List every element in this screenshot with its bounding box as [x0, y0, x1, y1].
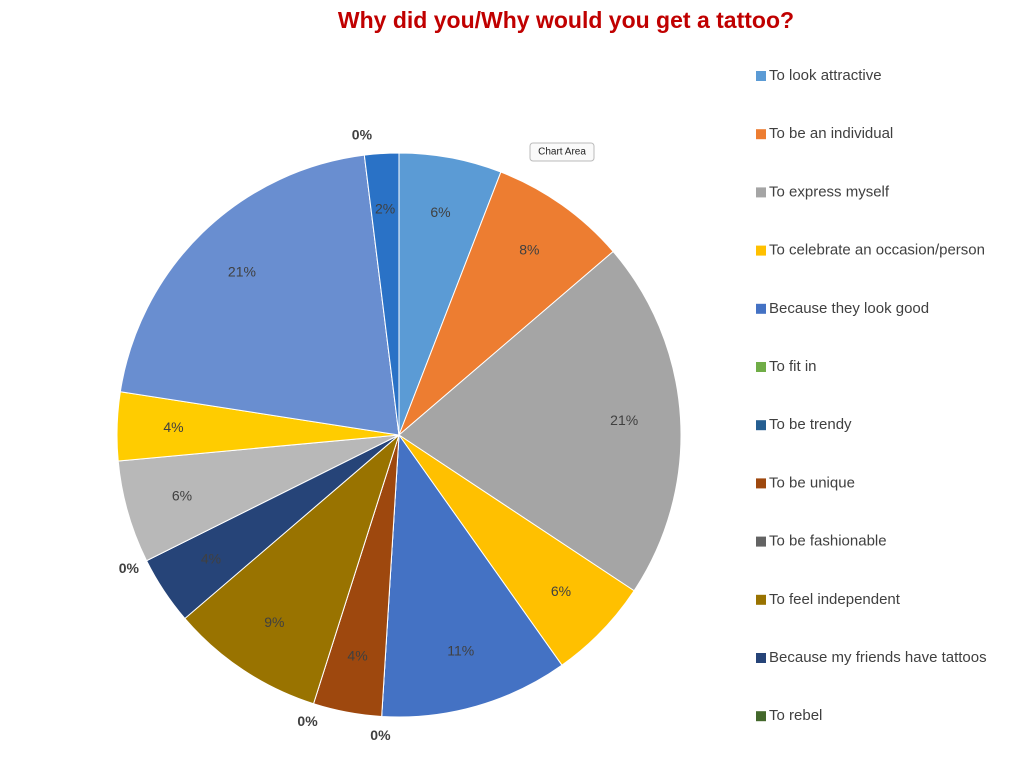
- slice: [119, 154, 400, 436]
- chart-title: Why did you/Why would you get a tattoo?: [338, 7, 794, 33]
- legend-label: To celebrate an occasion/person: [769, 242, 985, 259]
- legend-swatch: [756, 362, 766, 372]
- legend-swatch: [756, 303, 766, 314]
- data-label: 21%: [228, 264, 256, 280]
- legend-label: Because they look good: [769, 300, 929, 317]
- legend-label: Because my friends have tattoos: [769, 649, 987, 666]
- legend-label: To rebel: [769, 707, 822, 724]
- data-labels: 6% 8% 21% 6% 11% 0% 4% 0% 9% 4% 0% 6% 4% 21% 0% 2%: [119, 126, 638, 743]
- slice: [398, 250, 682, 592]
- slices: [116, 152, 682, 718]
- data-label: 6%: [430, 204, 450, 220]
- legend-label: To express myself: [769, 183, 890, 200]
- legend-label: To fit in: [769, 358, 817, 375]
- tooltip-box: [529, 142, 595, 162]
- tooltip-text: Chart Area: [538, 147, 586, 158]
- data-label: 11%: [447, 643, 474, 659]
- legend-swatch: [756, 478, 766, 489]
- legend-swatch: [756, 594, 766, 605]
- legend-swatch: [756, 653, 766, 663]
- legend-swatch: [756, 187, 766, 198]
- legend-label: To be unique: [769, 474, 855, 491]
- data-label: 0%: [119, 560, 140, 576]
- legend-swatch: [756, 711, 766, 722]
- data-label: 21%: [610, 412, 638, 428]
- data-label: 8%: [519, 242, 539, 258]
- legend-label: To be fashionable: [769, 533, 887, 550]
- legend-swatch: [756, 71, 766, 81]
- legend-label: To be an individual: [769, 125, 893, 142]
- data-label: 4%: [347, 647, 367, 663]
- tooltip: Chart Area: [529, 142, 595, 162]
- data-label: 4%: [201, 550, 221, 566]
- data-label: 9%: [264, 614, 284, 630]
- slice: [381, 433, 563, 718]
- slice: [398, 171, 614, 436]
- data-label: 0%: [352, 126, 373, 142]
- slice: [184, 433, 401, 705]
- legend-label: To be trendy: [769, 416, 852, 433]
- data-label: 4%: [163, 419, 183, 435]
- legend-swatch: [756, 129, 766, 140]
- data-label: 0%: [370, 727, 391, 743]
- legend-swatch: [756, 536, 766, 547]
- data-label: 6%: [172, 487, 192, 503]
- legend-swatch: [756, 245, 766, 256]
- slice: [363, 152, 400, 436]
- legend-swatch: [756, 420, 766, 431]
- data-label: 0%: [297, 713, 318, 729]
- legend: To look attractive To be an individual To …: [756, 67, 987, 724]
- data-label: 6%: [551, 583, 571, 599]
- legend-label: To look attractive: [769, 67, 882, 84]
- data-label: 2%: [375, 201, 395, 217]
- legend-label: To feel independent: [769, 591, 901, 608]
